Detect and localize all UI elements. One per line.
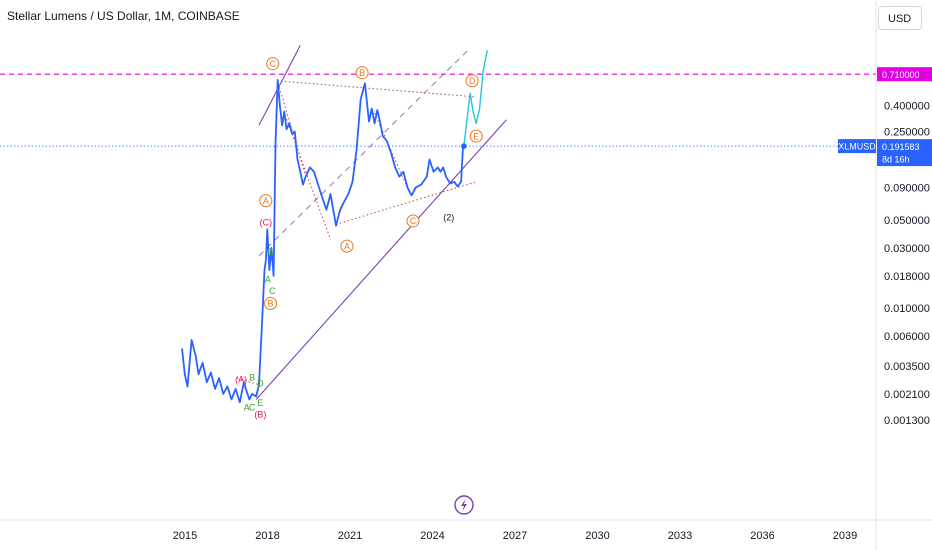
trendline-channel-upper [258,45,301,126]
wave-label-ring [259,194,273,208]
lightning-icon-bolt [461,499,467,511]
y-tick-label: 0.003500 [884,361,930,373]
x-tick-label: 2015 [173,530,197,542]
wave-label-text: (2) [443,213,454,223]
wave-label-text: A [265,274,271,284]
wave-label-5: (C) [260,217,273,227]
level-tag: 0.710000 [877,67,932,82]
level-tag-box [877,67,932,82]
wave-label-text: A [344,241,350,251]
x-tick-label: 2021 [338,530,362,542]
wave-label-ring [469,129,483,143]
wave-label-ring [406,214,420,228]
wave-label-6: A [340,239,354,253]
wave-label-1: B [355,66,369,80]
wave-label-ring [465,74,479,88]
wave-label-text: B [268,247,274,257]
x-tick-label: 2030 [585,530,609,542]
price-tag-symbol-box [838,139,876,154]
wave-label-text: C [270,59,277,69]
wave-label-ring [264,296,278,310]
wave-label-15: A [244,402,250,412]
wave-label-2: D [465,74,479,88]
last-price-dot [461,143,467,149]
y-tick-label: 0.002100 [884,389,930,401]
wave-label-12: (A) [235,374,247,384]
wave-label-3: E [469,129,483,143]
price-tag-value: 0.191583 [882,142,920,152]
wave-label-7: C [406,214,420,228]
wave-label-17: E [257,398,263,408]
wave-label-text: B [359,68,365,78]
x-tick-label: 2036 [750,530,774,542]
wave-label-0: C [266,57,280,71]
wave-label-text: (B) [254,409,266,419]
projection-series-line [463,50,488,147]
lightning-icon[interactable] [454,495,474,515]
wave-label-text: A [244,402,250,412]
wave-label-11: B [264,296,278,310]
x-tick-label: 2018 [255,530,279,542]
y-tick-label: 0.030000 [884,243,930,255]
x-tick-label: 2024 [420,530,444,542]
price-tag-symbol: XLMUSD [838,142,876,152]
wave-label-13: B [249,372,255,382]
y-tick-label: 0.001300 [884,415,930,427]
price-tag: XLMUSD 0.191583 8d 16h [838,139,932,167]
wave-label-text: (A) [235,374,247,384]
price-series-line [181,79,465,404]
trendline-channel-lower [255,119,507,400]
wave-label-18: (B) [254,409,266,419]
wave-label-text: A [263,196,269,206]
wave-label-4: A [259,194,273,208]
wave-label-9: A [265,274,271,284]
y-tick-label: 0.400000 [884,101,930,113]
y-tick-label: 0.090000 [884,183,930,195]
trendline-correction-3 [374,112,411,195]
trendline-dashed-midline [258,49,469,257]
x-tick-label: 2033 [668,530,692,542]
wave-label-10: C [269,286,276,296]
wave-label-text: C [269,286,276,296]
wave-label-8: B [268,247,274,257]
price-tag-value-box [877,139,932,167]
y-tick-label: 0.250000 [884,127,930,139]
trendline-upper-triangle [276,80,475,98]
wave-label-19: (2) [443,213,454,223]
y-tick-label: 0.010000 [884,303,930,315]
wave-label-text: D [469,76,476,86]
y-tick-label: 0.050000 [884,215,930,227]
wave-label-ring [355,66,369,80]
wave-label-16: C [249,402,256,412]
wave-label-text: E [257,398,263,408]
currency-selector[interactable]: USD [878,6,922,30]
y-tick-label: 0.006000 [884,331,930,343]
trendline-correction-2 [277,83,307,177]
price-tag-countdown: 8d 16h [882,155,910,165]
wave-label-text: D [257,378,264,388]
wave-label-14: D [257,378,264,388]
level-tag-value: 0.710000 [882,70,920,80]
wave-label-text: (C) [260,217,273,227]
wave-label-ring [266,57,280,71]
chart-title: Stellar Lumens / US Dollar, 1M, COINBASE [7,9,240,23]
trendline-lower-triangle [335,181,477,225]
x-tick-label: 2027 [503,530,527,542]
wave-label-text: C [410,216,417,226]
wave-label-text: B [249,372,255,382]
x-tick-label: 2039 [833,530,857,542]
wave-label-text: E [473,131,479,141]
wave-label-text: C [249,402,256,412]
y-tick-label: 0.018000 [884,271,930,283]
wave-label-ring [340,239,354,253]
wave-label-text: B [268,299,274,309]
